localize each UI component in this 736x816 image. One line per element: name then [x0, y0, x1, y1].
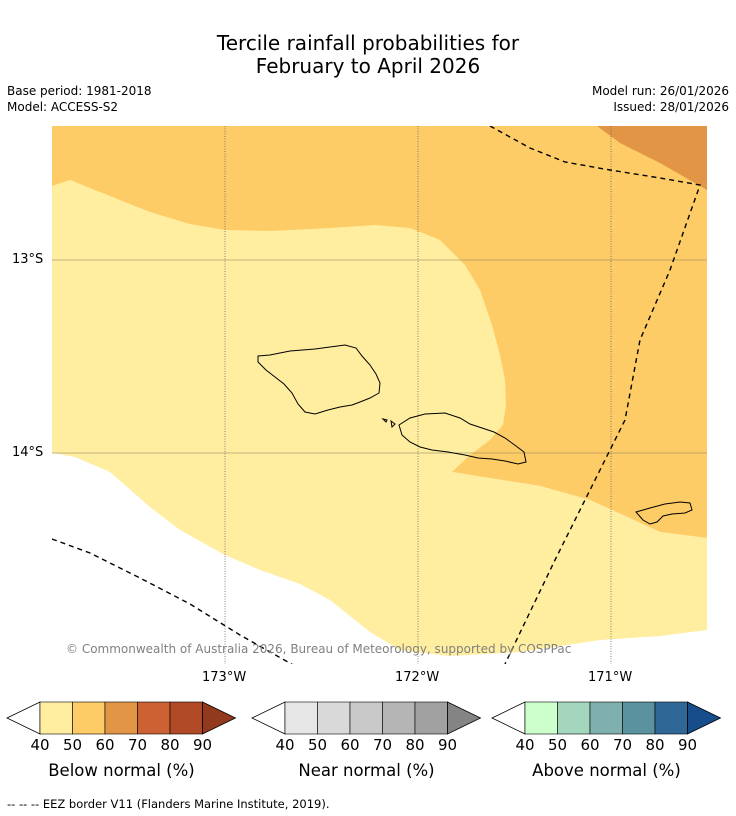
- colorbar-near: [251, 701, 482, 735]
- island-small-2: [390, 419, 396, 429]
- near-swatch: [349, 701, 383, 735]
- title-line-1: Tercile rainfall probabilities for: [216, 31, 520, 55]
- below-tick-label: 70: [127, 736, 148, 754]
- issued-date: Issued: 28/01/2026: [613, 100, 729, 114]
- above-swatch: [589, 701, 623, 735]
- below-under-triangle: [6, 701, 41, 735]
- near-normal-label: Near normal (%): [298, 761, 435, 780]
- near-over-triangle: [447, 701, 482, 735]
- above-swatch: [524, 701, 558, 735]
- lon-label-172w: 172°W: [395, 670, 440, 685]
- below-normal-label: Below normal (%): [48, 761, 195, 780]
- near-swatch: [414, 701, 448, 735]
- below-tick-label: 40: [30, 736, 50, 754]
- region-below-60-70: [597, 126, 707, 190]
- title-line-2: February to April 2026: [255, 54, 481, 78]
- model-name: Model: ACCESS-S2: [7, 100, 119, 114]
- eez-footnote: -- -- -- EEZ border V11 (Flanders Marine…: [7, 797, 330, 811]
- below-tick-label: 80: [160, 736, 180, 754]
- lat-label-13s: 13°S: [12, 252, 44, 267]
- below-swatch: [137, 701, 171, 735]
- above-tick-label: 70: [612, 736, 633, 754]
- above-swatch: [654, 701, 688, 735]
- colorbar-above: [491, 701, 722, 735]
- above-over-triangle: [687, 701, 722, 735]
- near-tick-label: 60: [340, 736, 360, 754]
- near-swatch: [382, 701, 416, 735]
- above-under-triangle: [491, 701, 526, 735]
- below-tick-label: 90: [192, 736, 213, 754]
- near-tick-label: 80: [405, 736, 425, 754]
- above-normal-label: Above normal (%): [532, 761, 681, 780]
- near-tick-label: 70: [372, 736, 393, 754]
- lon-label-171w: 171°W: [588, 670, 633, 685]
- copyright-notice: © Commonwealth of Australia 2026, Bureau…: [66, 642, 572, 656]
- below-over-triangle: [202, 701, 237, 735]
- near-tick-label: 90: [437, 736, 458, 754]
- below-tick-label: 50: [62, 736, 83, 754]
- lat-label-14s: 14°S: [12, 445, 44, 460]
- above-tick-label: 50: [547, 736, 568, 754]
- island-tutuila: [635, 501, 693, 525]
- island-upolu: [398, 412, 527, 465]
- below-tick-label: 60: [95, 736, 115, 754]
- below-swatch: [169, 701, 203, 735]
- above-tick-label: 40: [515, 736, 535, 754]
- below-swatch: [72, 701, 106, 735]
- above-swatch: [622, 701, 656, 735]
- near-under-triangle: [251, 701, 286, 735]
- lon-label-173w: 173°W: [202, 670, 247, 685]
- island-savaii: [257, 344, 381, 415]
- near-tick-label: 40: [275, 736, 295, 754]
- near-swatch: [317, 701, 351, 735]
- base-period: Base period: 1981-2018: [7, 84, 152, 98]
- above-swatch: [557, 701, 591, 735]
- above-tick-label: 90: [677, 736, 698, 754]
- colorbar-below: [6, 701, 237, 735]
- above-tick-label: 80: [645, 736, 665, 754]
- below-swatch: [39, 701, 73, 735]
- near-tick-label: 50: [307, 736, 328, 754]
- region-below-40-50: [52, 180, 707, 656]
- below-swatch: [104, 701, 138, 735]
- eez-border-east: [489, 126, 701, 664]
- island-small-1: [381, 418, 388, 423]
- model-run: Model run: 26/01/2026: [591, 84, 729, 98]
- above-tick-label: 60: [580, 736, 600, 754]
- near-swatch: [284, 701, 318, 735]
